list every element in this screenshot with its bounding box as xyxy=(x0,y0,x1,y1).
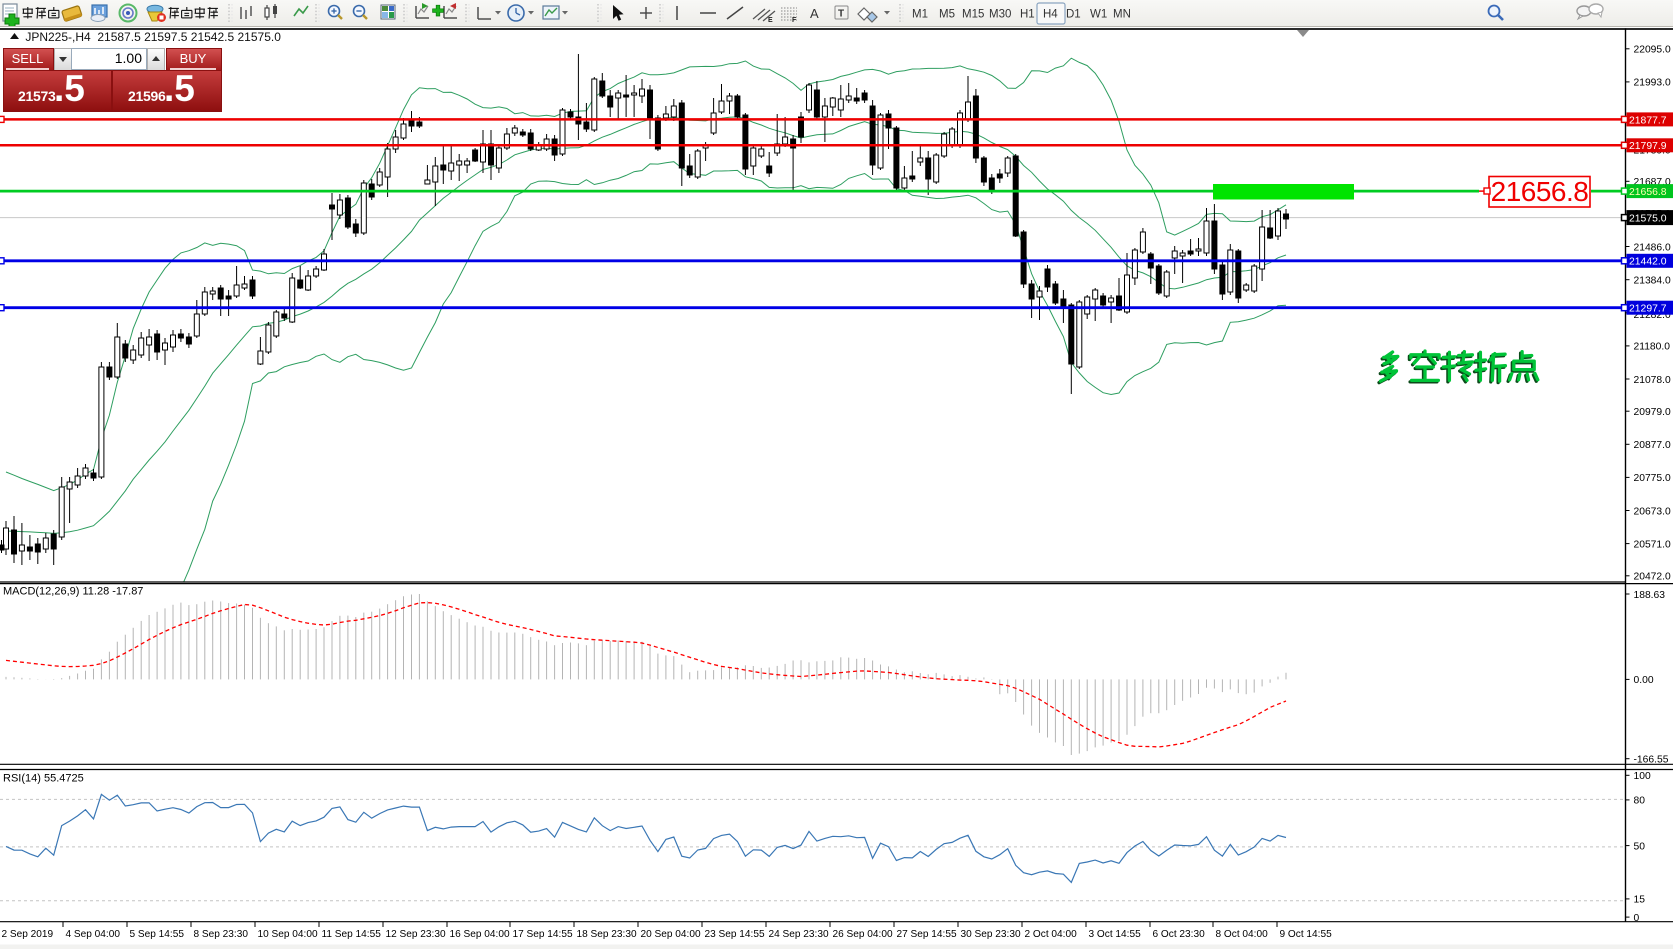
svg-text:2 Sep 2019: 2 Sep 2019 xyxy=(2,929,54,940)
svg-text:21877.7: 21877.7 xyxy=(1629,115,1667,126)
svg-text:27 Sep 14:55: 27 Sep 14:55 xyxy=(897,929,957,940)
svg-text:12 Sep 23:30: 12 Sep 23:30 xyxy=(386,929,446,940)
svg-text:100: 100 xyxy=(1634,771,1651,782)
svg-text:21442.0: 21442.0 xyxy=(1629,257,1667,268)
svg-text:16 Sep 04:00: 16 Sep 04:00 xyxy=(450,929,510,940)
svg-text:26 Sep 04:00: 26 Sep 04:00 xyxy=(833,929,893,940)
svg-text:21656.8: 21656.8 xyxy=(1491,176,1589,207)
svg-text:E: E xyxy=(768,17,773,24)
svg-text:11 Sep 14:55: 11 Sep 14:55 xyxy=(322,929,382,940)
svg-text:MN: MN xyxy=(1113,9,1131,21)
svg-text:188.63: 188.63 xyxy=(1634,590,1666,601)
svg-text:21282.0: 21282.0 xyxy=(1634,310,1671,321)
svg-text:10 Sep 04:00: 10 Sep 04:00 xyxy=(258,929,318,940)
svg-text:MACD(12,26,9) 11.28 -17.87: MACD(12,26,9) 11.28 -17.87 xyxy=(3,586,143,598)
svg-text:A: A xyxy=(810,6,819,21)
svg-text:M30: M30 xyxy=(989,9,1011,21)
svg-text:22095.0: 22095.0 xyxy=(1634,45,1671,56)
svg-text:17 Sep 14:55: 17 Sep 14:55 xyxy=(513,929,573,940)
svg-text:M1: M1 xyxy=(912,9,928,21)
svg-text:6 Oct 23:30: 6 Oct 23:30 xyxy=(1153,929,1206,940)
svg-text:M15: M15 xyxy=(962,9,984,21)
svg-text:15: 15 xyxy=(1634,895,1646,906)
svg-text:21797.9: 21797.9 xyxy=(1629,141,1667,152)
svg-text:F: F xyxy=(792,17,797,24)
svg-text:21656.8: 21656.8 xyxy=(1629,187,1667,198)
svg-text:D1: D1 xyxy=(1066,9,1081,21)
svg-text:2 Oct 04:00: 2 Oct 04:00 xyxy=(1025,929,1078,940)
svg-text:50: 50 xyxy=(1634,841,1646,852)
svg-text:20775.0: 20775.0 xyxy=(1634,473,1671,484)
svg-text:30 Sep 23:30: 30 Sep 23:30 xyxy=(961,929,1021,940)
svg-text:T: T xyxy=(838,9,844,20)
svg-text:23 Sep 14:55: 23 Sep 14:55 xyxy=(705,929,765,940)
svg-text:20571.0: 20571.0 xyxy=(1634,539,1671,550)
svg-text:H1: H1 xyxy=(1020,9,1035,21)
svg-text:8 Oct 04:00: 8 Oct 04:00 xyxy=(1216,929,1269,940)
svg-text:RSI(14) 55.4725: RSI(14) 55.4725 xyxy=(3,773,84,785)
svg-text:21687.0: 21687.0 xyxy=(1634,177,1671,188)
svg-text:20472.0: 20472.0 xyxy=(1634,572,1671,583)
svg-text:21297.7: 21297.7 xyxy=(1629,304,1667,315)
svg-text:9 Oct 14:55: 9 Oct 14:55 xyxy=(1280,929,1333,940)
svg-text:20 Sep 04:00: 20 Sep 04:00 xyxy=(641,929,701,940)
svg-text:4 Sep 04:00: 4 Sep 04:00 xyxy=(66,929,121,940)
svg-text:0: 0 xyxy=(1634,913,1640,924)
svg-text:20979.0: 20979.0 xyxy=(1634,407,1671,418)
svg-text:21078.0: 21078.0 xyxy=(1634,375,1671,386)
svg-text:80: 80 xyxy=(1634,796,1646,807)
svg-text:H4: H4 xyxy=(1043,9,1058,21)
svg-text:21384.0: 21384.0 xyxy=(1634,276,1671,287)
svg-text:18 Sep 23:30: 18 Sep 23:30 xyxy=(577,929,637,940)
svg-text:-166.55: -166.55 xyxy=(1634,755,1669,766)
svg-text:8 Sep 23:30: 8 Sep 23:30 xyxy=(194,929,249,940)
svg-text:21575.0: 21575.0 xyxy=(1629,214,1667,225)
svg-text:W1: W1 xyxy=(1090,9,1107,21)
svg-text:20673.0: 20673.0 xyxy=(1634,506,1671,517)
svg-text:M5: M5 xyxy=(939,9,955,21)
svg-text:0.00: 0.00 xyxy=(1634,675,1654,686)
svg-text:24 Sep 23:30: 24 Sep 23:30 xyxy=(769,929,829,940)
svg-text:21993.0: 21993.0 xyxy=(1634,78,1671,89)
svg-text:3 Oct 14:55: 3 Oct 14:55 xyxy=(1089,929,1142,940)
svg-text:21180.0: 21180.0 xyxy=(1634,342,1671,353)
svg-text:20877.0: 20877.0 xyxy=(1634,440,1671,451)
svg-text:21486.0: 21486.0 xyxy=(1634,242,1671,253)
svg-text:5 Sep 14:55: 5 Sep 14:55 xyxy=(130,929,185,940)
